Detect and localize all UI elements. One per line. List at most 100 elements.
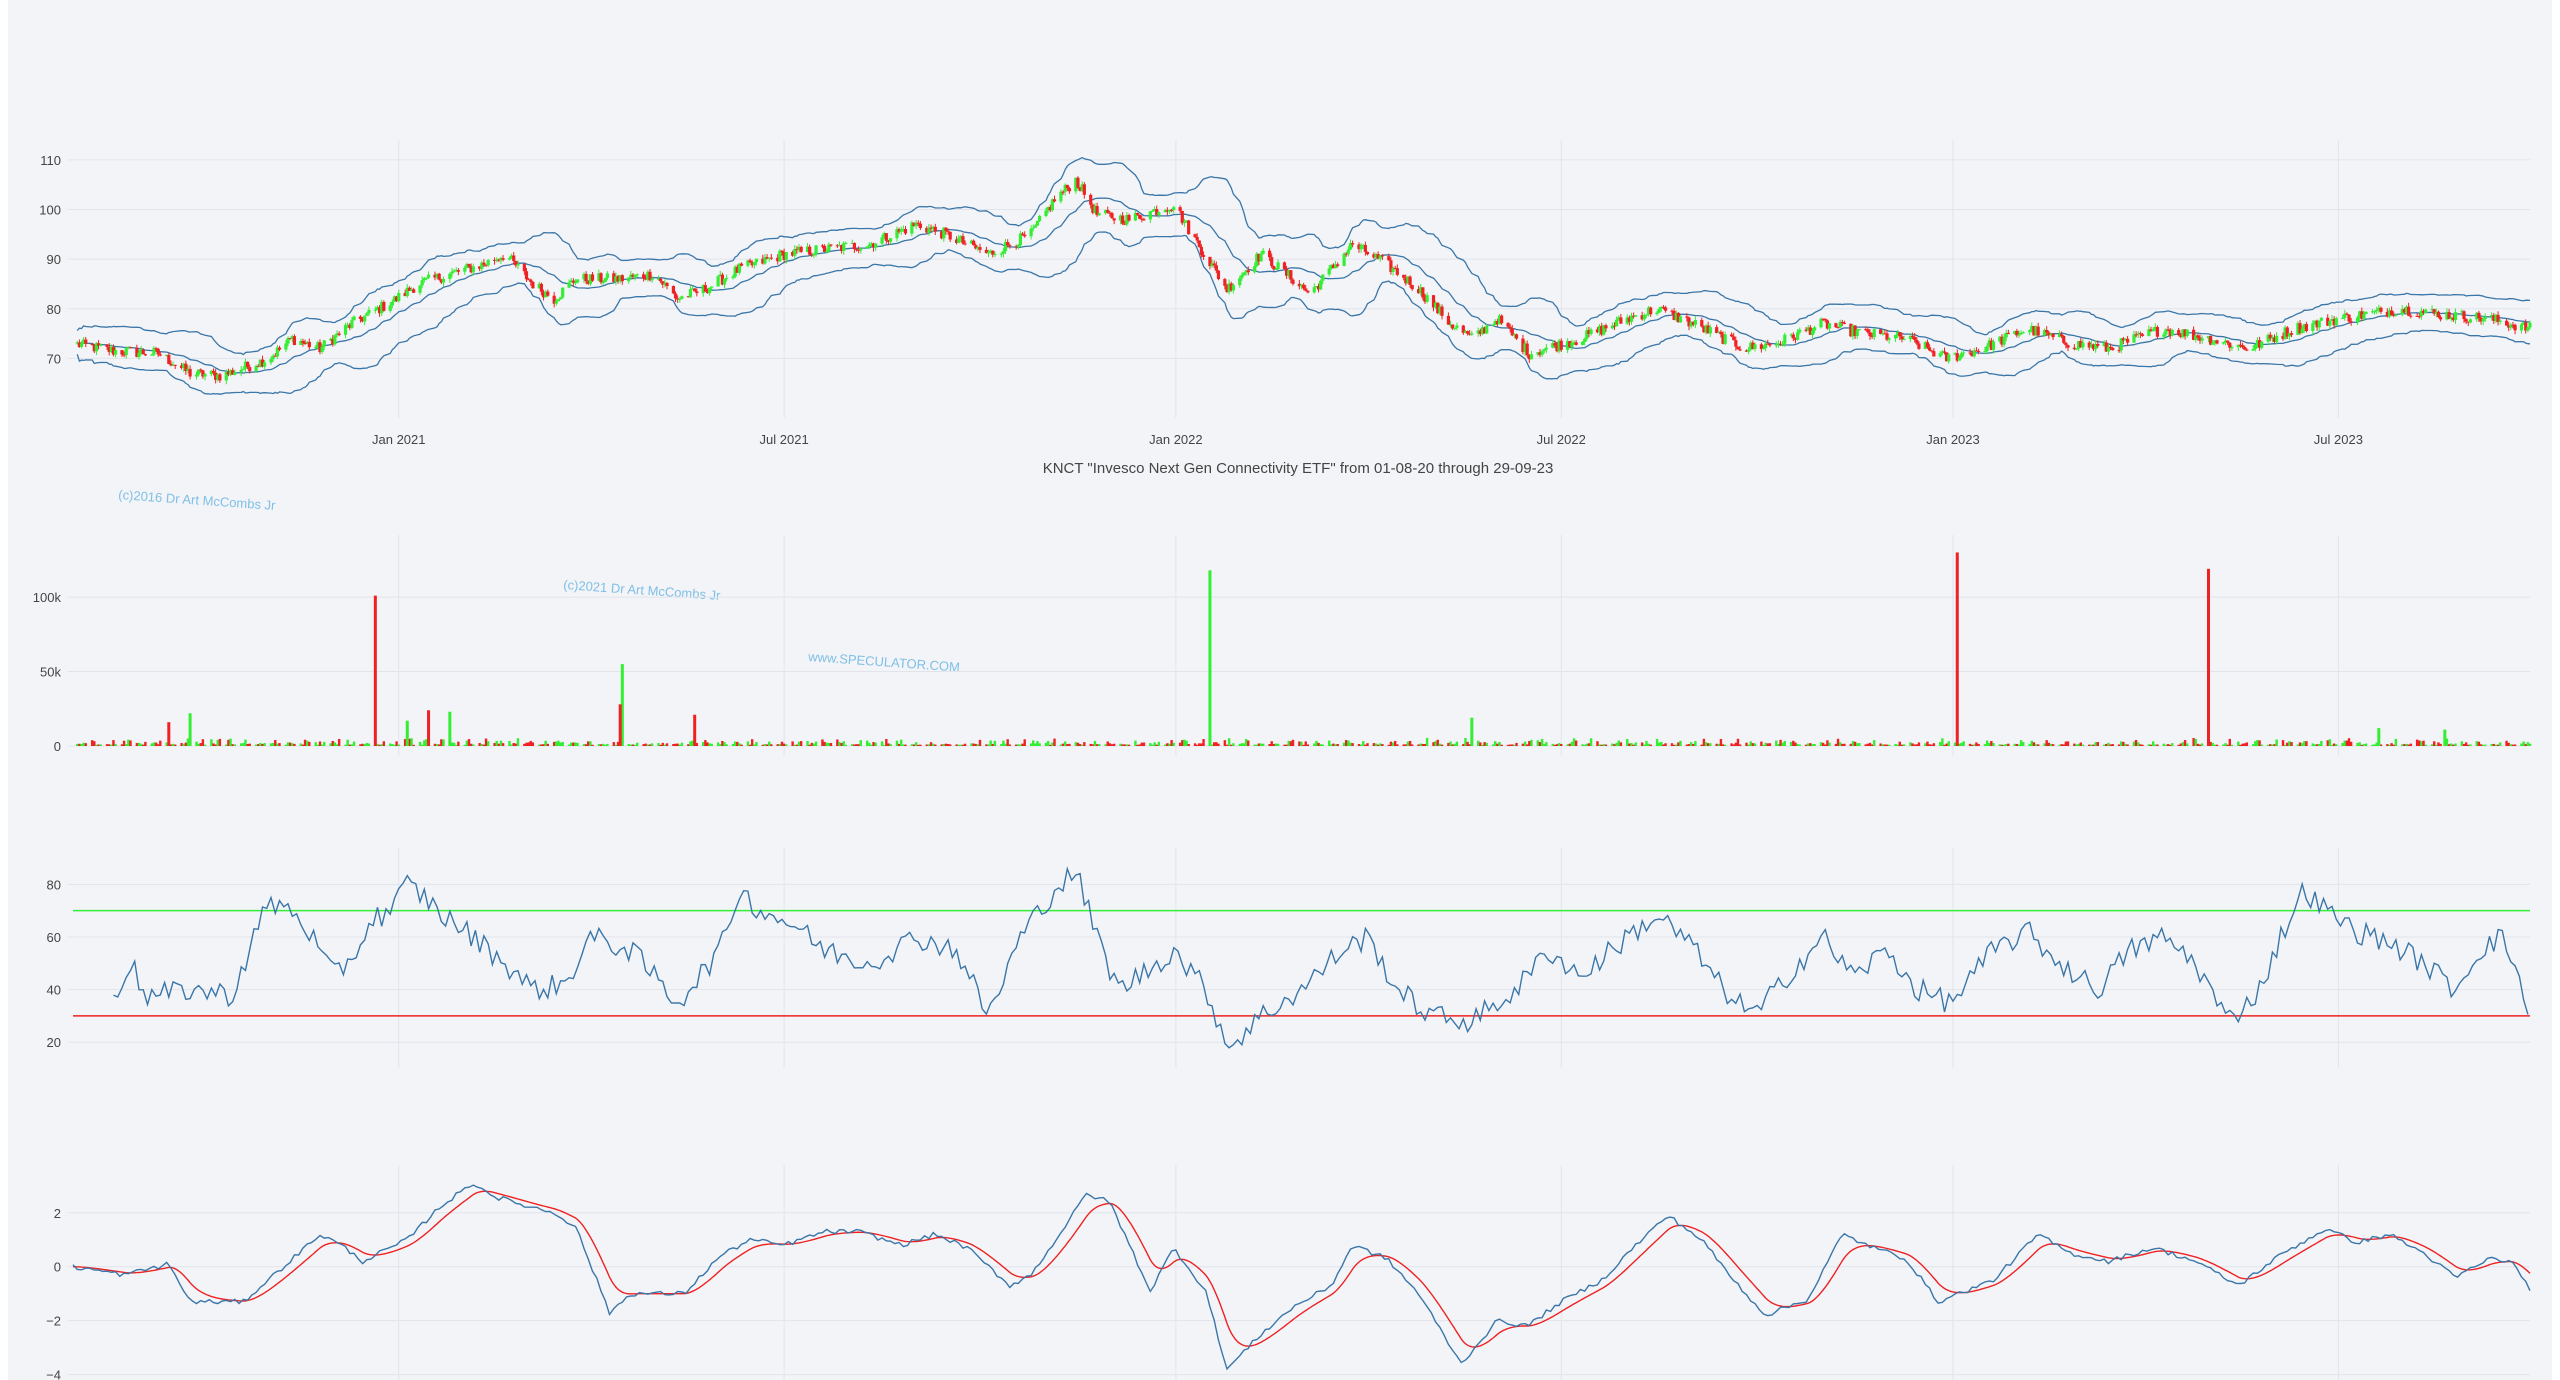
price-xtick-1: Jul 2021	[760, 432, 809, 447]
candle-body	[2360, 311, 2364, 319]
candle-body	[1165, 210, 1169, 212]
candle-body	[1553, 343, 1557, 346]
volume-bar	[303, 739, 307, 746]
candle-body	[1783, 334, 1787, 344]
volume-bar	[112, 740, 115, 746]
volume-bar	[1664, 743, 1667, 746]
volume-bar	[750, 739, 754, 746]
volume-bar	[791, 741, 794, 746]
candle-body	[1038, 215, 1042, 221]
candle-body	[673, 293, 678, 299]
volume-spike-1	[620, 664, 624, 746]
candle-body	[1657, 308, 1661, 313]
volume-bar	[812, 743, 816, 746]
volume-bar	[182, 744, 185, 746]
volume-bar	[853, 744, 856, 746]
candle-body	[2362, 313, 2366, 319]
candle-body	[2409, 315, 2413, 317]
volume-bar	[139, 743, 143, 746]
volume-bar	[1023, 739, 1026, 746]
volume-bar	[1298, 741, 1301, 746]
candle-body	[1738, 349, 1742, 351]
volume-bar	[2179, 743, 2183, 746]
volume-bar	[2511, 744, 2515, 746]
volume-bar	[352, 741, 356, 746]
volume-bar	[1306, 744, 1310, 746]
volume-bar	[825, 742, 828, 746]
volume-bar	[695, 743, 699, 746]
candle-body	[899, 229, 903, 232]
candle-body	[1838, 322, 1842, 328]
candle-body	[422, 278, 426, 281]
volume-bar	[2498, 742, 2502, 746]
candle-body	[780, 250, 784, 252]
volume-bar	[2239, 744, 2242, 746]
volume-bar	[2392, 744, 2395, 746]
volume-bar	[254, 744, 258, 746]
volume-bar	[482, 744, 486, 746]
candle-body	[844, 243, 848, 245]
volume-bar	[2475, 741, 2478, 746]
candle-body	[1446, 315, 1451, 325]
candle-body	[2125, 338, 2130, 343]
volume-bar	[2194, 738, 2197, 746]
volume-bar	[2000, 744, 2004, 746]
volume-bar	[1836, 738, 1840, 746]
candle-body	[390, 301, 394, 306]
volume-bar	[2166, 744, 2170, 746]
candle-body	[1870, 336, 1874, 338]
candle-body	[245, 361, 250, 368]
candle-body	[152, 348, 156, 355]
volume-bar	[2102, 744, 2106, 746]
volume-bar	[1634, 742, 1637, 746]
candle-body	[1970, 352, 1974, 357]
chart-title: KNCT "Invesco Next Gen Connectivity ETF"…	[1043, 460, 1554, 477]
candle-body	[1985, 346, 1989, 351]
volume-bar	[365, 742, 369, 746]
candle-body	[656, 278, 661, 280]
candle-body	[571, 280, 575, 283]
volume-bar	[882, 744, 886, 746]
volume-bar	[469, 743, 473, 746]
candle-body	[320, 346, 324, 353]
candle-body	[2498, 320, 2502, 322]
candle-body	[2400, 309, 2404, 315]
candle-body	[358, 316, 363, 320]
volume-bar	[1038, 743, 1041, 746]
candle-body	[107, 346, 111, 353]
candle-body	[388, 305, 392, 311]
candle-body	[1953, 353, 1957, 355]
volume-bar	[2528, 743, 2532, 746]
volume-bar	[2300, 743, 2304, 746]
candle-body	[1955, 353, 1959, 361]
volume-bar	[2290, 742, 2293, 746]
volume-bar	[286, 742, 290, 746]
candle-body	[1825, 320, 1829, 329]
candle-body	[1789, 334, 1793, 336]
volume-bar	[1374, 743, 1378, 746]
volume-bar	[306, 740, 309, 746]
volume-bar	[2526, 742, 2530, 746]
candle-body	[859, 248, 863, 251]
candle-body	[1476, 330, 1480, 334]
candle-body	[454, 270, 458, 272]
candle-body	[1491, 324, 1495, 326]
volume-bar	[1230, 744, 1233, 746]
volume-bar	[2362, 744, 2366, 746]
volume-bar	[1838, 742, 1842, 746]
volume-bar	[1715, 743, 1718, 746]
candle-body	[693, 288, 697, 292]
volume-bar	[331, 740, 334, 746]
candle-body	[382, 301, 386, 311]
candle-body	[2419, 310, 2424, 317]
candle-body	[541, 291, 546, 298]
volume-bar	[2460, 741, 2464, 746]
candle-body	[1436, 302, 1440, 314]
volume-bar	[1528, 741, 1531, 746]
candle-body	[874, 243, 878, 248]
volume-bar	[2060, 744, 2063, 746]
candle-body	[1008, 245, 1012, 247]
candle-body	[1180, 210, 1184, 224]
candle-body	[365, 313, 369, 316]
candle-body	[1342, 253, 1346, 266]
